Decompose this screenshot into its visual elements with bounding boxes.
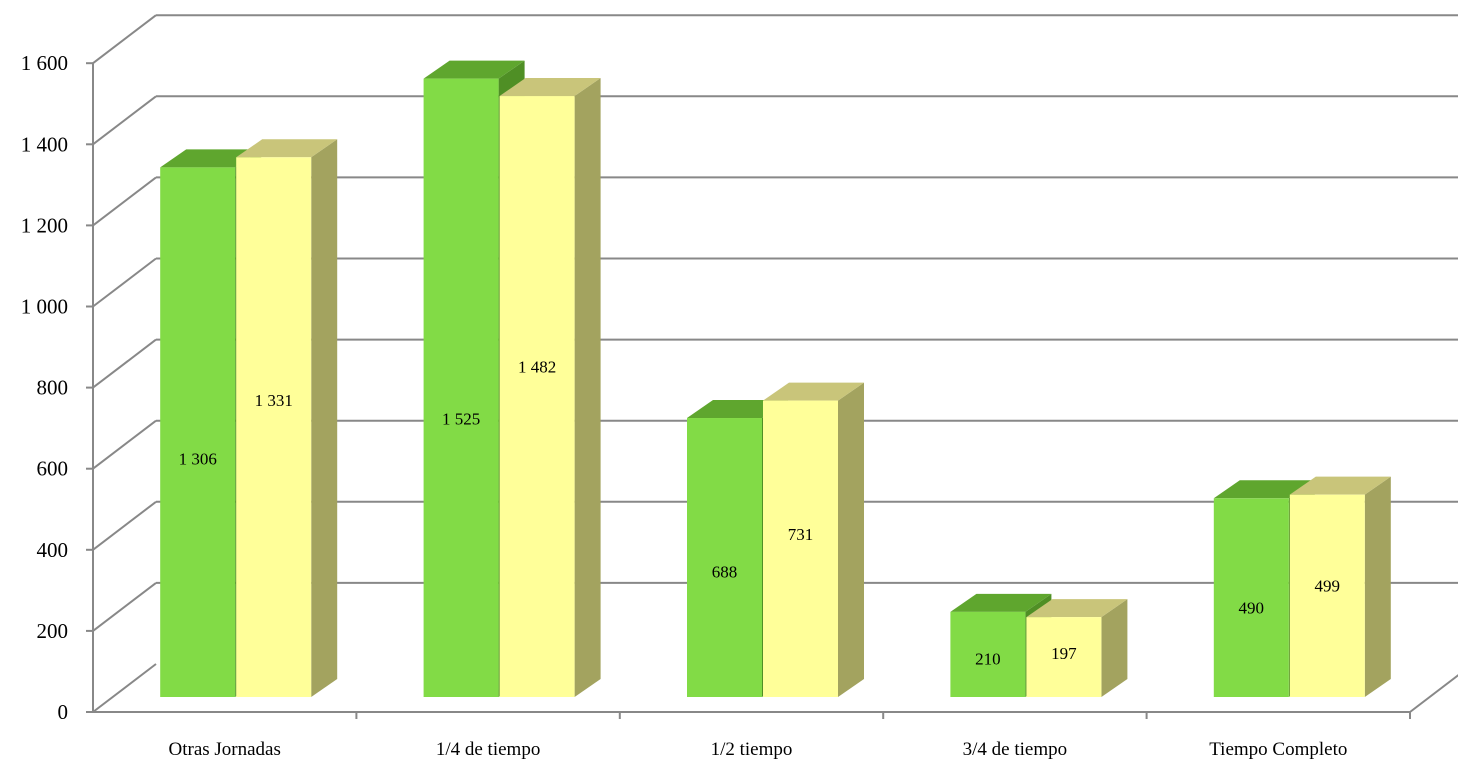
y-tick-label: 200 xyxy=(37,619,69,643)
bar xyxy=(236,139,338,698)
x-tick-label: 1/4 de tiempo xyxy=(436,739,540,760)
x-tick-label: 3/4 de tiempo xyxy=(963,739,1067,760)
x-tick-label: 1/2 tiempo xyxy=(711,739,793,760)
bar-side xyxy=(311,139,338,698)
bar xyxy=(1289,476,1391,697)
x-tick-label: Tiempo Completo xyxy=(1209,739,1347,760)
bar-top xyxy=(236,139,338,158)
bar-top xyxy=(423,60,525,79)
y-tick-label: 1 600 xyxy=(21,51,68,75)
bar-front xyxy=(687,418,762,697)
bar xyxy=(1026,599,1128,697)
bar-front xyxy=(1213,498,1289,697)
gridline-diagonal xyxy=(92,95,157,146)
data-label: 210 xyxy=(975,650,1001,669)
gridline-diagonal xyxy=(92,663,157,713)
data-label: 688 xyxy=(712,562,738,581)
bar-layer xyxy=(160,60,1391,698)
bar-side xyxy=(1101,599,1128,697)
gridline-diagonal xyxy=(92,176,157,227)
gridline-diagonal xyxy=(92,582,157,632)
data-label: 1 482 xyxy=(518,357,556,376)
bar-side xyxy=(1364,476,1391,697)
data-label: 731 xyxy=(788,525,814,544)
y-tick-label: 1 000 xyxy=(21,295,68,319)
y-tick-label: 600 xyxy=(37,457,69,481)
gridline-diagonal xyxy=(92,419,157,470)
bar-front xyxy=(423,78,499,698)
y-tick-label: 1 200 xyxy=(21,213,68,237)
y-tick-label: 1 400 xyxy=(21,132,68,156)
data-label: 197 xyxy=(1051,644,1077,663)
data-label: 499 xyxy=(1315,577,1341,596)
bar xyxy=(763,382,864,697)
label-layer: 1 306 1 331 1 525 1 482 688 731 210 197 490 499 xyxy=(179,357,1340,668)
data-label: 1 331 xyxy=(255,391,293,410)
bar-top xyxy=(1026,599,1128,618)
axis-layer: 0 200 400 600 800 1 000 1 200 1 400 1 600 Otras J… xyxy=(21,51,1411,760)
y-tick-label: 800 xyxy=(37,376,69,400)
gridline-diagonal xyxy=(92,14,157,64)
y-tick-label: 0 xyxy=(58,700,69,724)
gridline-diagonal xyxy=(92,338,157,389)
bar-top xyxy=(950,593,1052,612)
bar-front xyxy=(1289,494,1365,697)
x-tick-label: Otras Jornadas xyxy=(169,739,281,760)
bar-side xyxy=(838,382,864,697)
bar-front xyxy=(950,611,1026,697)
bar-top xyxy=(1213,480,1315,499)
bar xyxy=(499,78,601,697)
bar-top xyxy=(1289,476,1391,495)
bar-front xyxy=(236,157,312,698)
y-tick-label: 400 xyxy=(37,538,69,562)
bar-front xyxy=(763,400,838,697)
bar-top xyxy=(160,149,262,168)
data-label: 1 525 xyxy=(442,410,480,429)
bar-front xyxy=(1026,617,1102,697)
floor-edge xyxy=(1409,674,1458,713)
bar-side xyxy=(574,78,601,697)
data-label: 490 xyxy=(1239,599,1265,618)
data-label: 1 306 xyxy=(179,450,217,469)
bar-front xyxy=(160,167,236,698)
bar-top xyxy=(499,78,601,97)
bar-top xyxy=(763,382,864,401)
bar-front xyxy=(499,96,575,697)
gridline-diagonal xyxy=(92,257,157,308)
bar-top xyxy=(687,400,788,419)
gridline-diagonal xyxy=(92,501,157,551)
